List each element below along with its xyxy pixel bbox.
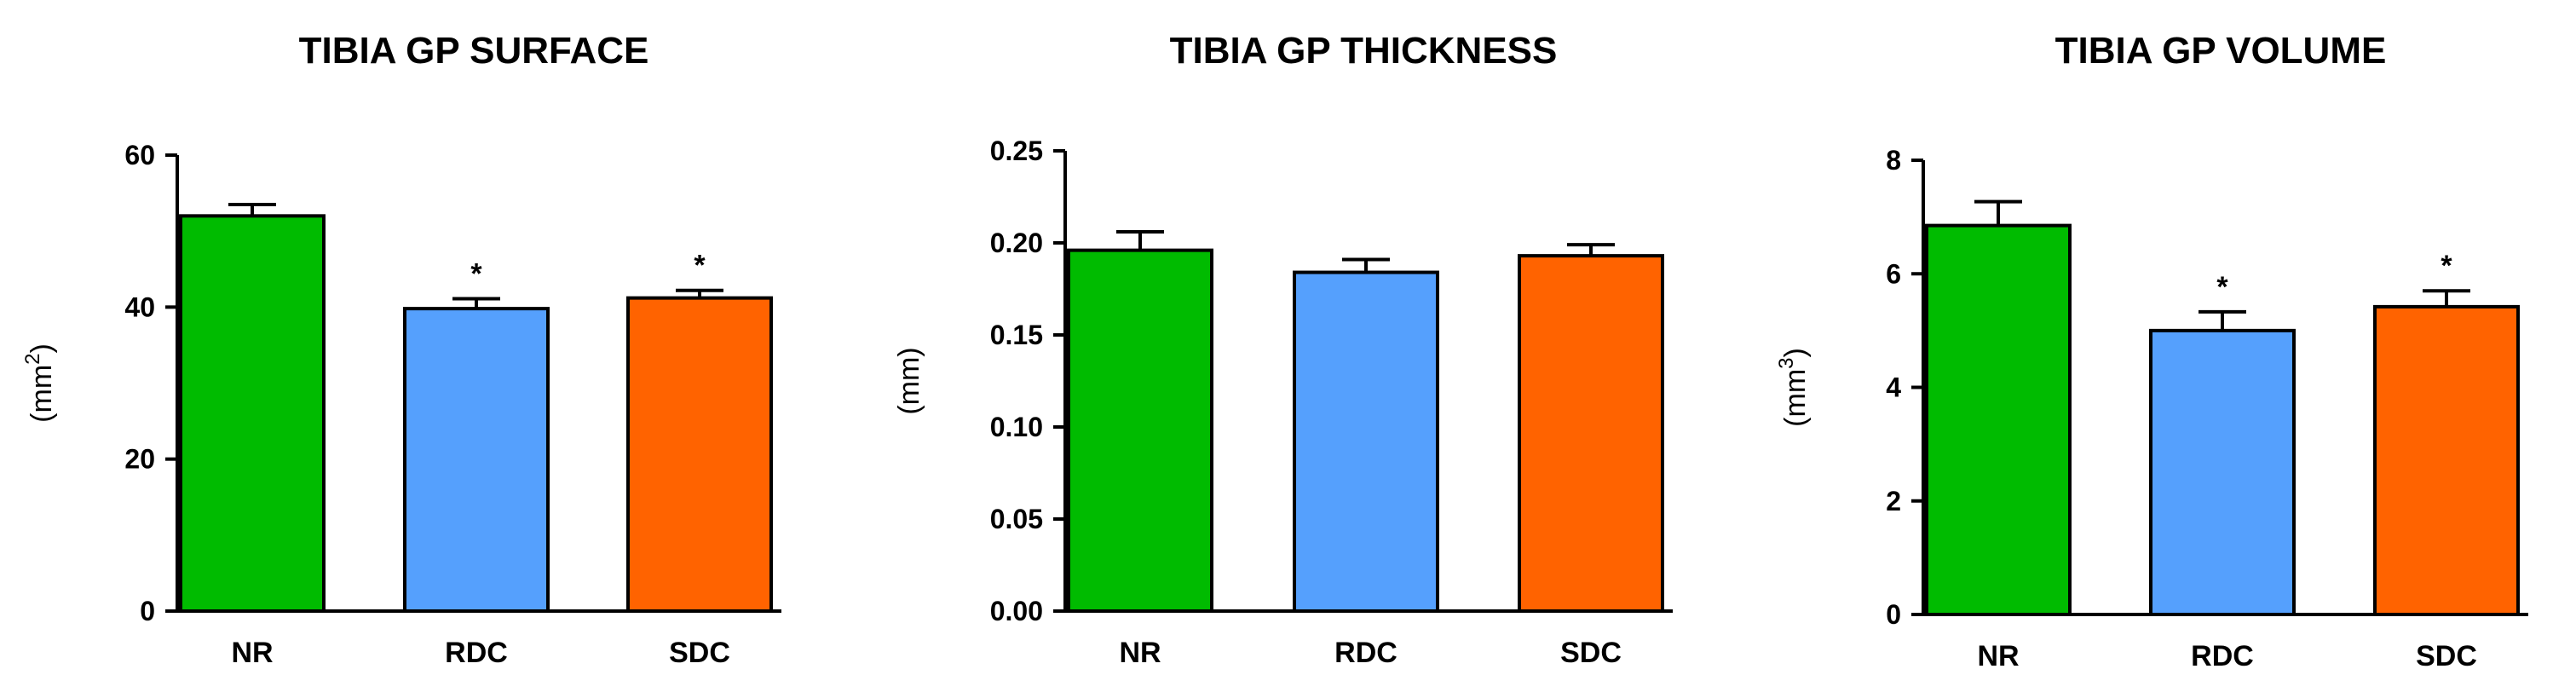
y-tick-label: 60: [124, 140, 155, 170]
y-tick-label: 0.20: [990, 228, 1043, 258]
x-tick-label: NR: [1119, 637, 1161, 669]
y-axis-label: (mm3): [1775, 348, 1812, 427]
x-tick-label: RDC: [2191, 640, 2254, 672]
y-tick-label: 0.05: [990, 504, 1043, 534]
y-tick-label: 0.25: [990, 136, 1043, 166]
x-tick-label: SDC: [1560, 637, 1622, 669]
x-tick-label: SDC: [2416, 640, 2477, 672]
x-tick-label: SDC: [669, 637, 730, 669]
bar-nr: [1925, 223, 2072, 616]
bar-nr: [1067, 248, 1213, 613]
significance-marker: *: [470, 258, 482, 291]
chart-panel-1: TIBIA GP SURFACE NR * RDC * SDC 0 20 40 60 (mm2): [21, 30, 781, 669]
y-tick-label: 0: [140, 596, 155, 626]
y-tick-label: 40: [124, 291, 155, 322]
y-tick-label: 0.15: [990, 320, 1043, 350]
bar-rdc: [1293, 270, 1439, 613]
bar-rdc: [403, 307, 550, 613]
chart-title: TIBIA GP VOLUME: [2055, 30, 2387, 72]
x-tick-label: NR: [1977, 640, 2019, 672]
significance-marker: *: [694, 250, 706, 282]
y-tick-label: 0: [1886, 599, 1901, 630]
x-tick-label: NR: [231, 637, 273, 669]
y-axis-label: (mm): [893, 347, 925, 414]
y-tick-label: 2: [1886, 486, 1901, 516]
chart-title: TIBIA GP SURFACE: [299, 30, 649, 72]
x-tick-label: RDC: [1334, 637, 1397, 669]
bar-nr: [179, 214, 326, 613]
y-tick-label: 4: [1886, 372, 1901, 403]
bar-sdc: [2373, 304, 2520, 616]
chart-panel-2: TIBIA GP THICKNESS NR RDC SDC 0.00 0.05 0.10 0.…: [893, 30, 1673, 669]
bar-sdc: [1518, 254, 1664, 613]
y-tick-label: 20: [124, 444, 155, 475]
y-tick-label: 0.10: [990, 412, 1043, 442]
chart-title: TIBIA GP THICKNESS: [1170, 30, 1558, 72]
y-axis-label: (mm2): [21, 343, 58, 423]
significance-marker: *: [2216, 271, 2228, 303]
chart-panel-3: TIBIA GP VOLUME NR * RDC * SDC 0 2 4 6 8 (mm3): [1775, 30, 2528, 672]
y-tick-label: 6: [1886, 258, 1901, 289]
y-tick-label: 8: [1886, 145, 1901, 176]
significance-marker: *: [2441, 250, 2452, 282]
x-tick-label: RDC: [445, 637, 508, 669]
y-tick-label: 0.00: [990, 596, 1043, 626]
bar-sdc: [626, 296, 773, 613]
bar-rdc: [2149, 328, 2296, 616]
